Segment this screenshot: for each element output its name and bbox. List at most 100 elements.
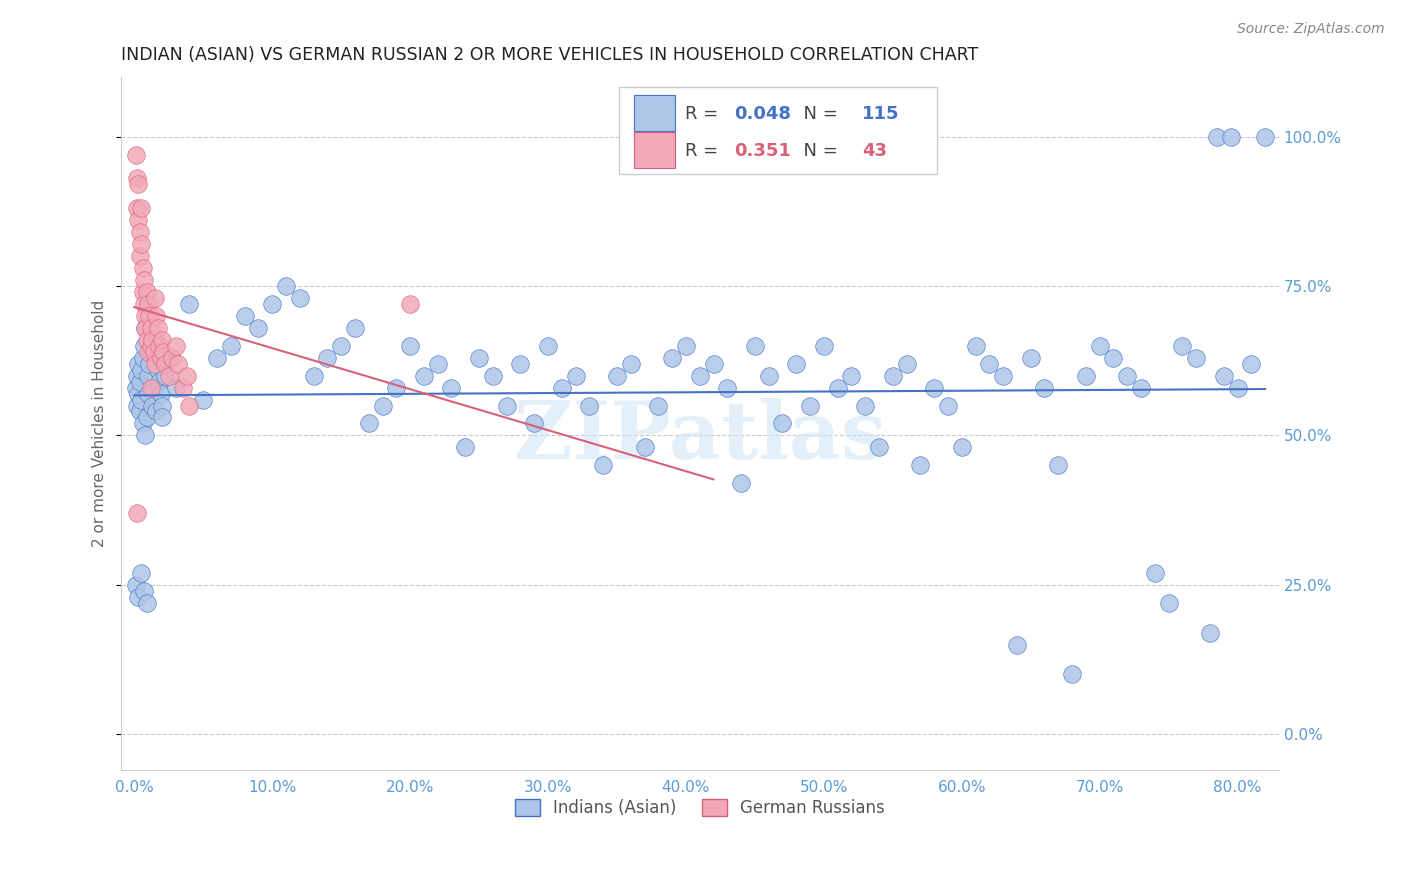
Point (1240, 357, 1263, 371)
Point (343, 321, 366, 335)
Point (979, 357, 1001, 371)
Point (143, 357, 166, 371)
FancyBboxPatch shape (634, 95, 675, 131)
Point (537, 339, 560, 353)
Point (160, 351, 183, 365)
Text: 0.351: 0.351 (734, 142, 792, 160)
Point (799, 399, 821, 413)
Point (125, 381, 148, 395)
Point (153, 357, 176, 371)
Point (134, 428, 156, 442)
Point (606, 368, 628, 383)
Point (134, 321, 156, 335)
Point (157, 351, 180, 365)
FancyBboxPatch shape (619, 87, 938, 174)
Point (132, 273, 155, 287)
Point (1102, 351, 1125, 365)
Point (150, 410, 173, 425)
Point (620, 357, 643, 371)
Point (509, 357, 531, 371)
Point (143, 291, 166, 305)
Point (129, 362, 152, 376)
Point (139, 344, 162, 359)
Point (131, 417, 153, 431)
Point (142, 381, 165, 395)
Text: INDIAN (ASIAN) VS GERMAN RUSSIAN 2 OR MORE VEHICLES IN HOUSEHOLD CORRELATION CHA: INDIAN (ASIAN) VS GERMAN RUSSIAN 2 OR MO… (121, 46, 977, 64)
Point (131, 285, 153, 299)
Point (1157, 596, 1180, 610)
Point (302, 368, 325, 383)
Point (205, 351, 228, 365)
Point (1219, 129, 1241, 144)
Point (1019, 351, 1042, 365)
Point (165, 381, 187, 395)
Text: 43: 43 (862, 142, 887, 160)
Point (125, 147, 148, 161)
Point (146, 362, 169, 376)
Point (136, 344, 159, 359)
Point (132, 583, 155, 598)
Point (744, 339, 766, 353)
Text: 0.048: 0.048 (734, 104, 792, 122)
Point (633, 441, 655, 455)
Point (157, 368, 180, 383)
Y-axis label: 2 or more Vehicles in Household: 2 or more Vehicles in Household (93, 300, 107, 547)
Point (468, 351, 491, 365)
Point (127, 178, 149, 192)
Point (135, 596, 157, 610)
Point (128, 225, 150, 239)
Point (247, 321, 270, 335)
Point (125, 399, 148, 413)
Point (139, 339, 162, 353)
Text: ZIPatlas: ZIPatlas (513, 399, 886, 476)
Point (578, 399, 600, 413)
Point (454, 441, 477, 455)
Point (647, 399, 669, 413)
Point (128, 404, 150, 418)
Point (132, 297, 155, 311)
Point (131, 351, 153, 365)
Point (132, 339, 155, 353)
Text: N =: N = (793, 142, 844, 160)
Text: R =: R = (685, 104, 724, 122)
Point (141, 399, 163, 413)
Point (136, 386, 159, 401)
Point (146, 321, 169, 335)
Point (661, 351, 683, 365)
Point (1005, 638, 1028, 652)
Point (1171, 339, 1194, 353)
Point (1074, 368, 1097, 383)
Point (141, 333, 163, 347)
Point (128, 249, 150, 263)
Point (385, 381, 408, 395)
Point (139, 381, 162, 395)
FancyBboxPatch shape (634, 132, 675, 169)
Point (965, 339, 987, 353)
Text: Source: ZipAtlas.com: Source: ZipAtlas.com (1237, 22, 1385, 37)
Point (233, 309, 256, 323)
Text: 115: 115 (862, 104, 900, 122)
Point (148, 375, 170, 389)
Point (702, 357, 724, 371)
Point (179, 297, 201, 311)
Point (1033, 381, 1056, 395)
Point (1060, 667, 1083, 681)
Point (413, 368, 436, 383)
Point (813, 339, 835, 353)
Point (482, 368, 505, 383)
Point (153, 368, 176, 383)
Point (910, 458, 932, 473)
Point (128, 375, 150, 389)
Point (149, 351, 172, 365)
Point (167, 357, 190, 371)
Point (1226, 381, 1249, 395)
Point (135, 333, 157, 347)
Point (936, 399, 959, 413)
Point (143, 333, 166, 347)
Point (1088, 339, 1111, 353)
Point (399, 297, 422, 311)
Point (564, 368, 586, 383)
Point (134, 321, 156, 335)
Point (127, 213, 149, 227)
Point (1116, 368, 1139, 383)
